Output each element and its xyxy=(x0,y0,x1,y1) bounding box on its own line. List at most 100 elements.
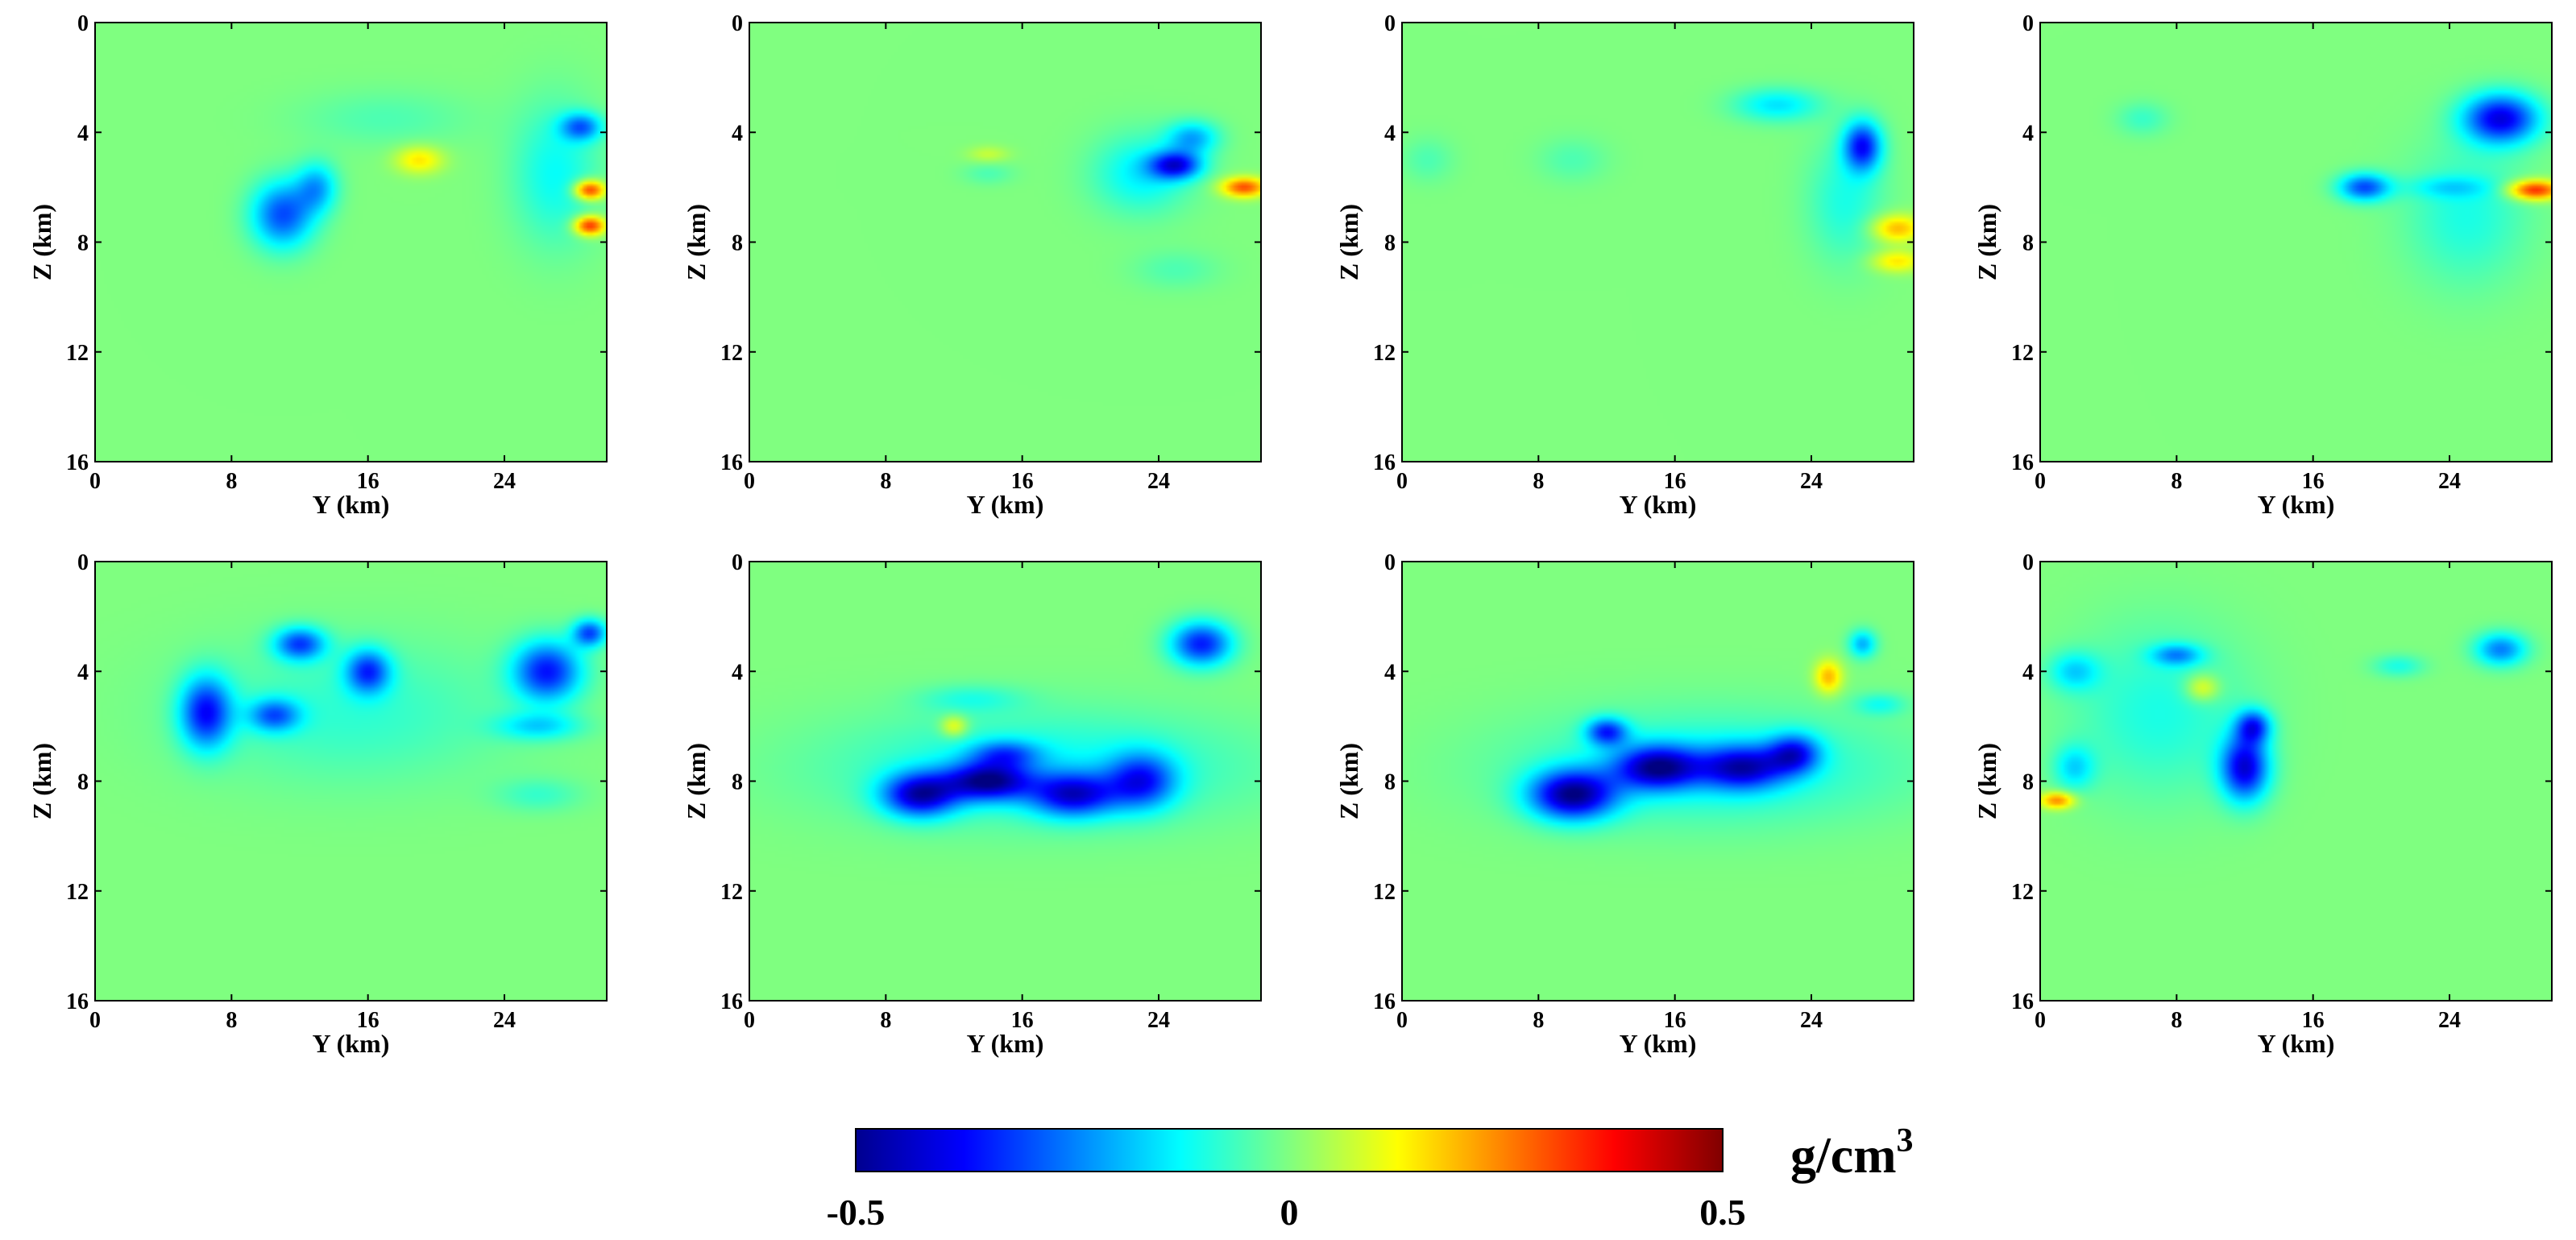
x-tick-label: 8 xyxy=(880,1008,891,1033)
y-tick-label: 16 xyxy=(66,450,89,475)
y-tick-label: 16 xyxy=(1373,450,1396,475)
y-tick-label: 4 xyxy=(2022,660,2034,685)
x-tick-label: 8 xyxy=(1533,1008,1544,1033)
y-tick-label: 8 xyxy=(732,770,743,795)
density-heatmap xyxy=(1402,23,1914,462)
x-tick-label: 16 xyxy=(1664,469,1686,494)
y-tick-label: 0 xyxy=(1384,550,1396,575)
colorbar-unit-superscript: 3 xyxy=(1897,1122,1914,1159)
x-tick-label: 24 xyxy=(2438,469,2461,494)
x-axis-label: Y (km) xyxy=(313,1029,390,1058)
x-axis-label: Y (km) xyxy=(2258,490,2335,519)
x-tick-label: 8 xyxy=(1533,469,1544,494)
colorbar-tick-max: 0.5 xyxy=(1699,1192,1746,1233)
y-tick-label: 8 xyxy=(732,231,743,256)
y-tick-label: 4 xyxy=(732,660,743,685)
x-tick-label: 16 xyxy=(357,469,380,494)
colorbar-gradient xyxy=(855,1128,1724,1172)
y-tick-label: 16 xyxy=(720,989,743,1014)
x-axis-label: Y (km) xyxy=(313,490,390,519)
y-tick-label: 0 xyxy=(77,11,89,36)
y-tick-label: 12 xyxy=(2011,880,2034,905)
y-axis-label: Z (km) xyxy=(682,743,711,819)
y-tick-label: 8 xyxy=(77,770,89,795)
x-tick-label: 24 xyxy=(493,1008,516,1033)
x-tick-label: 16 xyxy=(2302,469,2325,494)
y-tick-label: 12 xyxy=(66,880,89,905)
y-tick-label: 0 xyxy=(732,550,743,575)
y-axis-label: Z (km) xyxy=(682,204,711,280)
x-tick-label: 24 xyxy=(1147,469,1170,494)
density-heatmap xyxy=(1402,562,1914,1001)
y-tick-label: 4 xyxy=(77,121,89,146)
x-tick-label: 0 xyxy=(89,469,101,494)
y-tick-label: 12 xyxy=(720,341,743,366)
y-tick-label: 8 xyxy=(2022,770,2034,795)
x-tick-label: 16 xyxy=(357,1008,380,1033)
x-tick-label: 16 xyxy=(1011,469,1034,494)
colorbar-tick-min: -0.5 xyxy=(827,1192,886,1233)
y-axis-label: Z (km) xyxy=(1972,204,2001,280)
x-tick-label: 0 xyxy=(1396,1008,1408,1033)
x-tick-label: 8 xyxy=(2171,1008,2182,1033)
y-axis-label: Z (km) xyxy=(27,743,56,819)
x-tick-label: 24 xyxy=(1800,469,1823,494)
x-tick-label: 0 xyxy=(2035,1008,2046,1033)
x-tick-label: 24 xyxy=(2438,1008,2461,1033)
y-tick-label: 8 xyxy=(1384,770,1396,795)
x-tick-label: 0 xyxy=(1396,469,1408,494)
density-heatmap xyxy=(2040,23,2552,462)
x-tick-label: 8 xyxy=(880,469,891,494)
x-axis-label: Y (km) xyxy=(967,1029,1044,1058)
y-tick-label: 12 xyxy=(2011,341,2034,366)
x-tick-label: 0 xyxy=(744,1008,755,1033)
density-heatmap xyxy=(95,23,607,462)
x-tick-label: 16 xyxy=(1011,1008,1034,1033)
y-tick-label: 16 xyxy=(1373,989,1396,1014)
x-tick-label: 0 xyxy=(89,1008,101,1033)
x-tick-label: 24 xyxy=(493,469,516,494)
y-tick-label: 0 xyxy=(2022,550,2034,575)
x-axis-label: Y (km) xyxy=(967,490,1044,519)
y-tick-label: 0 xyxy=(1384,11,1396,36)
density-heatmap xyxy=(95,562,607,1001)
y-tick-label: 12 xyxy=(720,880,743,905)
y-tick-label: 8 xyxy=(77,231,89,256)
x-tick-label: 16 xyxy=(1664,1008,1686,1033)
x-axis-label: Y (km) xyxy=(1620,490,1697,519)
x-tick-label: 24 xyxy=(1800,1008,1823,1033)
x-tick-label: 24 xyxy=(1147,1008,1170,1033)
y-tick-label: 4 xyxy=(732,121,743,146)
y-axis-label: Z (km) xyxy=(1334,204,1363,280)
y-tick-label: 4 xyxy=(2022,121,2034,146)
density-heatmap xyxy=(749,23,1261,462)
y-tick-label: 8 xyxy=(2022,231,2034,256)
colorbar-unit-label: g/cm3 xyxy=(1790,1122,1914,1184)
x-tick-label: 8 xyxy=(2171,469,2182,494)
y-tick-label: 16 xyxy=(2011,989,2034,1014)
y-axis-label: Z (km) xyxy=(1972,743,2001,819)
x-axis-label: Y (km) xyxy=(1620,1029,1697,1058)
x-tick-label: 8 xyxy=(226,1008,237,1033)
y-tick-label: 0 xyxy=(732,11,743,36)
x-tick-label: 0 xyxy=(2035,469,2046,494)
y-tick-label: 16 xyxy=(720,450,743,475)
x-tick-label: 0 xyxy=(744,469,755,494)
x-tick-label: 8 xyxy=(226,469,237,494)
y-tick-label: 0 xyxy=(2022,11,2034,36)
y-axis-label: Z (km) xyxy=(27,204,56,280)
y-tick-label: 4 xyxy=(1384,660,1396,685)
colorbar: -0.5 0 0.5 g/cm3 xyxy=(827,1122,1914,1233)
colorbar-tick-mid: 0 xyxy=(1280,1192,1299,1233)
y-tick-label: 8 xyxy=(1384,231,1396,256)
density-heatmap xyxy=(749,562,1261,1001)
y-tick-label: 4 xyxy=(1384,121,1396,146)
y-tick-label: 16 xyxy=(66,989,89,1014)
density-heatmap xyxy=(2040,562,2552,1001)
